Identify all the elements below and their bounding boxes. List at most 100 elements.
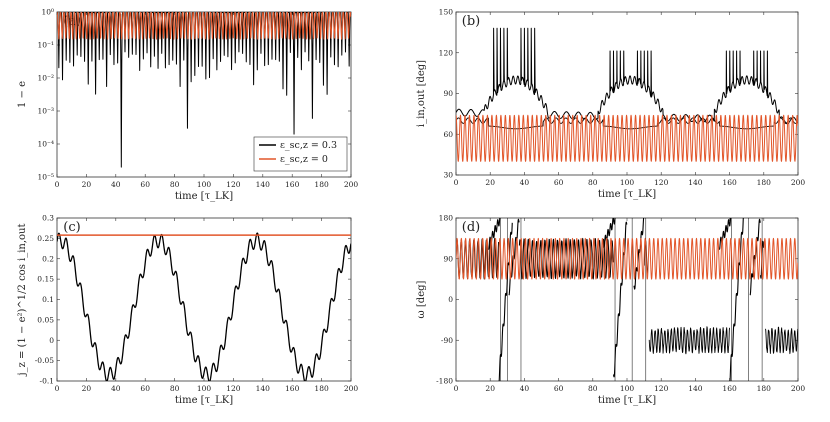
series-line-eps-0.3 (456, 27, 798, 125)
x-tick-label: 60 (554, 178, 564, 187)
x-tick-label: 180 (757, 384, 772, 393)
y-tick-label: 0.15 (37, 275, 54, 284)
x-tick-label: 140 (256, 180, 271, 189)
plot-area (57, 232, 351, 381)
series-line-eps-0.3-circulation (488, 218, 501, 250)
x-tick-label: 80 (170, 384, 180, 393)
legend-label: ε_sc,z = 0 (280, 154, 328, 165)
x-axis-label: time [τ_LK] (598, 189, 656, 200)
x-tick-label: 80 (588, 178, 598, 187)
x-tick-label: 0 (55, 384, 60, 393)
x-tick-label: 40 (111, 180, 121, 189)
x-tick-label: 0 (55, 180, 60, 189)
x-tick-label: 140 (688, 178, 703, 187)
x-tick-label: 100 (197, 180, 212, 189)
y-tick-label: 30 (443, 171, 453, 180)
x-tick-label: 160 (285, 180, 300, 189)
series-line-eps-0 (456, 114, 798, 162)
y-tick-label: 180 (439, 214, 454, 223)
x-tick-label: 120 (654, 178, 669, 187)
y-tick-label: 10⁻¹ (37, 41, 54, 50)
y-axis-label: j_z = (1 − e²)^1/2 cos i_in,out (17, 223, 28, 376)
panel-b: 0 20 40 60 80 100 120 140 160 180 200 30 60 90 120 150 t… (416, 8, 805, 201)
x-tick-label: 20 (485, 384, 495, 393)
y-tick-label: 10⁻⁴ (37, 140, 54, 149)
x-tick-label: 160 (285, 384, 300, 393)
y-tick-label: 0 (448, 295, 453, 304)
y-tick-label: 0.05 (37, 315, 54, 324)
y-tick-label: 0.1 (42, 295, 54, 304)
y-tick-label: 10⁻² (37, 74, 54, 83)
x-tick-label: 180 (314, 384, 329, 393)
y-tick-label: -90 (441, 336, 453, 345)
series-line-eps-0.3 (57, 12, 351, 168)
x-tick-label: 160 (722, 178, 737, 187)
x-tick-label: 140 (688, 384, 703, 393)
panel-label: (c) (63, 220, 80, 235)
x-tick-label: 20 (82, 180, 92, 189)
y-tick-label: 10⁻³ (37, 107, 54, 116)
y-tick-label: 150 (439, 8, 454, 17)
y-tick-label: 90 (443, 89, 453, 98)
series-line-eps-0.3 (57, 232, 351, 381)
x-tick-label: 100 (620, 384, 635, 393)
y-tick-label: -0.05 (35, 356, 54, 365)
x-tick-label: 200 (791, 384, 806, 393)
x-tick-label: 0 (454, 384, 459, 393)
y-tick-label: 90 (443, 254, 453, 263)
x-tick-label: 200 (791, 178, 806, 187)
x-tick-label: 60 (554, 384, 564, 393)
y-axis-label: i_in,out [deg] (416, 60, 427, 127)
legend-label: ε_sc,z = 0.3 (280, 140, 337, 151)
panel-c: 0 20 40 60 80 100 120 140 160 180 200 -0.1 -0.05 0 0.0… (17, 214, 358, 407)
panel-label: (b) (462, 14, 480, 29)
x-axis-label: time [τ_LK] (175, 395, 233, 406)
y-tick-label: 120 (439, 48, 454, 57)
x-tick-label: 200 (344, 384, 359, 393)
plot-area (456, 27, 798, 162)
panel-label-background (460, 13, 482, 29)
y-tick-label: -0.1 (40, 377, 54, 386)
series-line-eps-0.3-lower-band (765, 326, 798, 355)
y-tick-label: -180 (436, 377, 453, 386)
y-tick-label: 10⁰ (41, 8, 54, 17)
panel-d: 0 20 40 60 80 100 120 140 160 180 200 -180 -90 0 90 180… (416, 214, 805, 407)
x-tick-label: 100 (620, 178, 635, 187)
series-line-eps-0 (57, 12, 351, 40)
y-tick-label: 10⁻⁵ (37, 173, 54, 182)
y-tick-label: 0 (49, 336, 54, 345)
plot-area (456, 218, 798, 381)
x-axis-label: time [τ_LK] (175, 191, 233, 202)
x-tick-label: 0 (454, 178, 459, 187)
panel-label: (d) (462, 220, 480, 235)
plot-area (57, 12, 351, 168)
x-tick-label: 80 (588, 384, 598, 393)
x-tick-label: 60 (140, 180, 150, 189)
x-tick-label: 120 (226, 384, 241, 393)
x-tick-label: 140 (256, 384, 271, 393)
panel-label-background (61, 219, 83, 235)
x-tick-label: 120 (226, 180, 241, 189)
x-tick-label: 20 (485, 178, 495, 187)
y-axis-label: 1 − e (17, 81, 28, 108)
x-tick-label: 60 (140, 384, 150, 393)
y-tick-label: 0.25 (37, 234, 54, 243)
series-line-eps-0.3-circulation (718, 218, 732, 250)
x-tick-label: 20 (82, 384, 92, 393)
x-tick-label: 40 (520, 384, 530, 393)
legend: ε_sc,z = 0.3 ε_sc,z = 0 (253, 136, 348, 172)
plot-frame (56, 217, 352, 382)
series-line-eps-0 (456, 237, 798, 280)
y-tick-label: 0.2 (42, 254, 54, 263)
series-line-eps-0.3-lower-band (648, 326, 730, 355)
series-line-eps-0.3-circulation (602, 218, 616, 248)
x-tick-label: 120 (654, 384, 669, 393)
x-tick-label: 180 (314, 180, 329, 189)
panel-label-background (460, 219, 482, 235)
y-axis-label: ω [deg] (416, 280, 427, 318)
y-tick-label: 60 (443, 130, 453, 139)
x-tick-label: 160 (722, 384, 737, 393)
y-tick-label: 0.3 (42, 214, 54, 223)
series-line-eps-0.3-circulation (498, 222, 513, 381)
